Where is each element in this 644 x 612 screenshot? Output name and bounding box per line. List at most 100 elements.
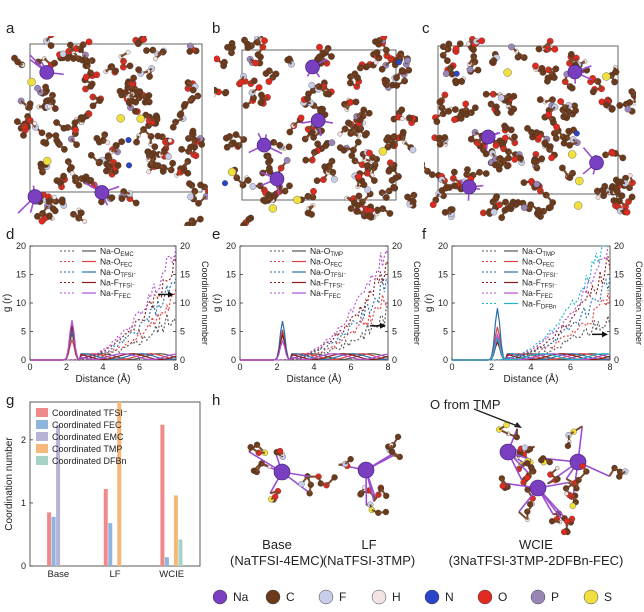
atom xyxy=(490,208,498,216)
atom xyxy=(524,125,531,132)
atom xyxy=(533,180,541,188)
x-tick-label: 8 xyxy=(607,362,612,372)
atom xyxy=(495,165,503,173)
atom xyxy=(375,40,383,48)
panel-label-b: b xyxy=(212,20,221,37)
atom xyxy=(389,81,397,89)
atom xyxy=(492,142,500,149)
atom xyxy=(392,174,399,182)
atom xyxy=(78,115,86,123)
atom xyxy=(505,154,512,162)
bond xyxy=(45,36,52,42)
atom xyxy=(517,155,524,162)
atom xyxy=(548,518,556,525)
atom xyxy=(355,173,363,181)
atom xyxy=(378,65,386,73)
atom xyxy=(322,142,330,150)
bar xyxy=(56,424,61,566)
atom xyxy=(428,171,436,179)
atom xyxy=(143,47,150,54)
atom xyxy=(511,133,518,141)
y-right-tick-label: 5 xyxy=(180,327,185,337)
sodium-atom xyxy=(461,179,477,195)
atom xyxy=(467,135,475,143)
atom xyxy=(237,78,245,86)
atom xyxy=(45,212,53,220)
panel-label-f: f xyxy=(422,226,427,243)
atom xyxy=(538,457,545,464)
atom xyxy=(527,501,534,508)
sulfur-atom xyxy=(268,204,278,213)
atom xyxy=(136,88,144,95)
atom xyxy=(145,148,152,156)
atom xyxy=(297,114,305,122)
atom xyxy=(245,215,253,223)
coordination-curve xyxy=(30,288,177,361)
atom xyxy=(491,161,499,169)
atom xyxy=(535,206,542,214)
y-left-tick-label: 10 xyxy=(226,298,236,308)
atom xyxy=(564,442,572,450)
legend-entry: Na-FFEC xyxy=(100,288,132,300)
atom-legend-swatch xyxy=(530,589,546,605)
atom xyxy=(47,42,55,49)
legend-swatch xyxy=(36,444,48,453)
atom xyxy=(457,115,465,122)
x-axis-label: Distance (Å) xyxy=(75,372,130,385)
atom xyxy=(478,37,486,45)
y-right-tick-label: 10 xyxy=(614,298,624,308)
atom xyxy=(383,77,391,85)
atom xyxy=(250,77,258,85)
atom xyxy=(48,36,55,39)
y-left-tick-label: 5 xyxy=(21,327,26,337)
atom xyxy=(68,164,75,171)
legend-entry: Coordinated DFBn xyxy=(52,456,127,466)
arrow-head xyxy=(602,331,608,338)
atom xyxy=(626,99,634,106)
atom xyxy=(399,116,405,122)
y-left-tick-label: 0 xyxy=(21,355,26,365)
y-tick-label: 2 xyxy=(21,435,26,445)
y-right-tick-label: 5 xyxy=(392,327,397,337)
atom xyxy=(452,106,459,113)
y-right-axis-label: Coordination number xyxy=(200,261,210,345)
atom xyxy=(266,157,274,164)
x-tick-label: 6 xyxy=(568,362,573,372)
atom xyxy=(551,45,559,53)
atom xyxy=(533,129,540,136)
atom xyxy=(177,110,185,118)
atom xyxy=(524,474,531,481)
panel-label-a: a xyxy=(6,20,15,37)
atom xyxy=(360,181,368,189)
atom xyxy=(132,107,139,115)
atom xyxy=(77,209,85,217)
atom xyxy=(354,201,361,209)
atom xyxy=(354,138,362,146)
atom xyxy=(352,98,360,106)
y-right-tick-label: 0 xyxy=(180,355,185,365)
atom xyxy=(325,90,333,98)
atom xyxy=(548,154,555,162)
atom xyxy=(178,145,185,153)
atom-legend-label: P xyxy=(551,590,559,604)
sulfur-atom xyxy=(575,176,584,186)
legend-entry: Na-FFEC xyxy=(310,288,342,300)
atom xyxy=(180,165,188,173)
atom xyxy=(360,106,368,114)
atom xyxy=(276,141,284,149)
atom xyxy=(337,131,343,137)
sodium-atom xyxy=(27,189,43,204)
atom xyxy=(409,146,417,154)
atom xyxy=(514,53,522,61)
atom-legend-swatch xyxy=(583,589,599,605)
atom xyxy=(135,66,142,73)
atom xyxy=(331,474,338,481)
atom xyxy=(105,140,111,146)
sodium-atom xyxy=(269,171,285,187)
atom xyxy=(502,198,509,206)
atom xyxy=(390,183,398,191)
coordination-curve xyxy=(452,245,610,361)
legend-swatch xyxy=(36,432,48,441)
atom xyxy=(186,180,193,187)
coordination-curve xyxy=(240,294,389,361)
